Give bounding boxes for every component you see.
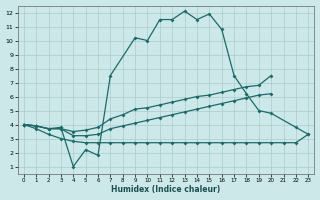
X-axis label: Humidex (Indice chaleur): Humidex (Indice chaleur): [111, 185, 221, 194]
